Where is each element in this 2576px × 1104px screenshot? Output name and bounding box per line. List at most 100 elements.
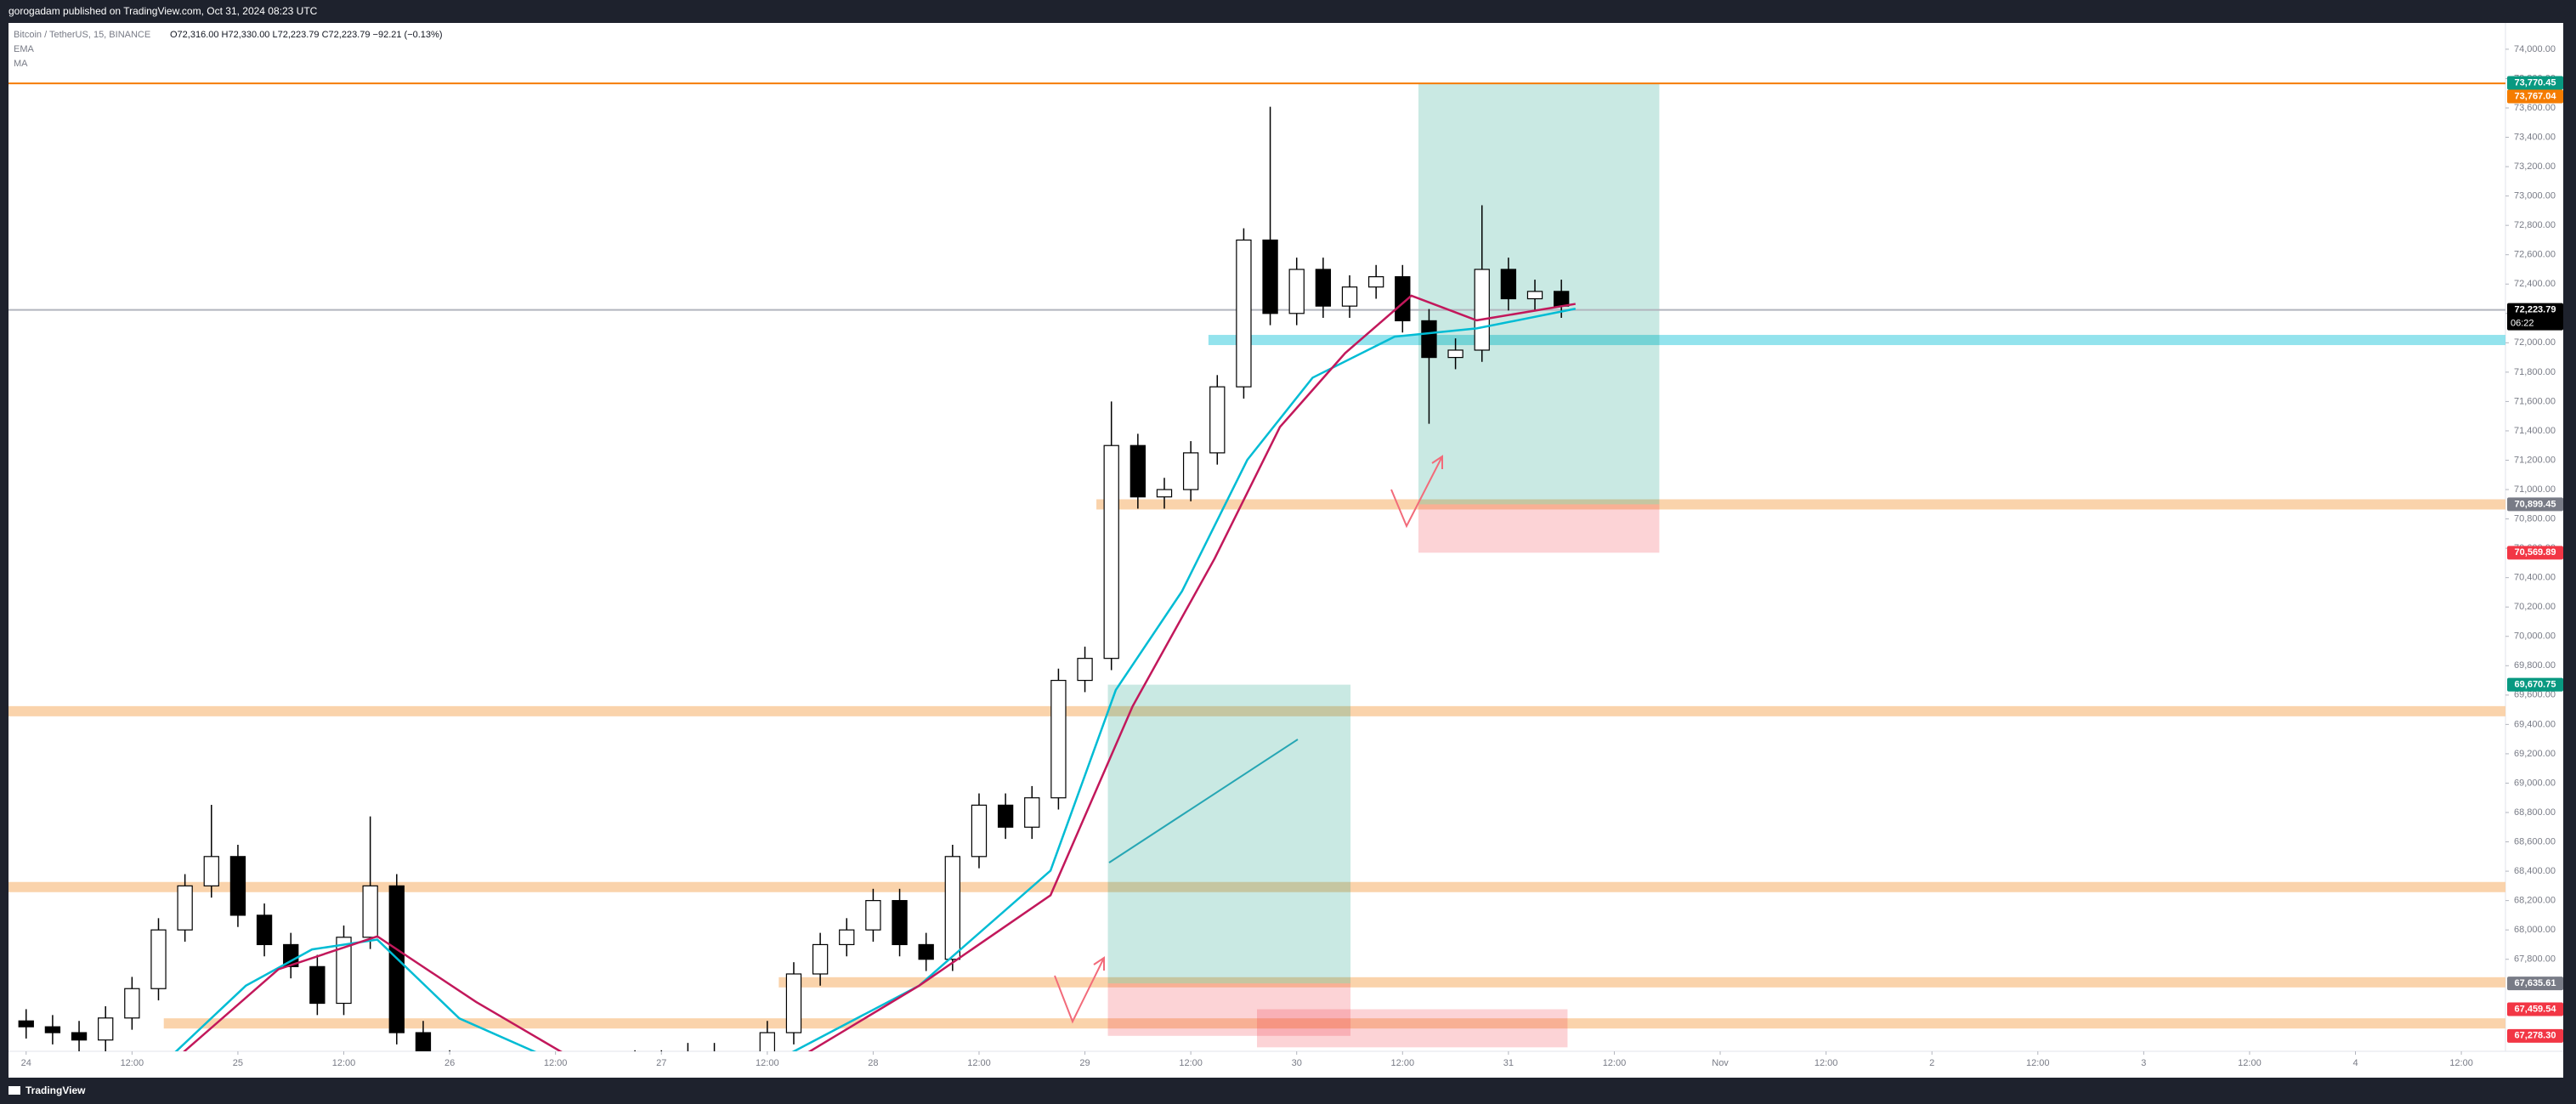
x-tick-label: Nov [1712,1058,1729,1068]
position-target [1107,684,1351,984]
x-tick-label: 4 [2352,1058,2358,1068]
x-tick-label: 3 [2141,1058,2146,1068]
candle-body [1103,444,1119,660]
candle-body [1129,444,1146,498]
price-label: 72,223.79 [2515,305,2556,315]
candle-body [812,943,829,975]
candle-body [203,856,219,886]
candle-body [309,965,326,1005]
arrow-head [1431,455,1443,469]
price-label: 70,899.45 [2515,499,2556,509]
x-tick-label: 27 [656,1058,666,1068]
hand-arrow [1054,957,1105,1024]
price-label: 67,278.30 [2515,1031,2556,1041]
price-label-box [2507,677,2563,692]
x-tick-label: 12:00 [544,1058,568,1068]
position-stop [1257,1009,1568,1048]
ohlc: O72,316.00 H72,330.00 L72,223.79 C72,223… [170,30,442,40]
candle-body [1500,269,1517,300]
plot-background [8,23,2563,1078]
price-label: 67,635.61 [2515,978,2556,988]
y-tick-label: 74,000.00 [2514,44,2556,54]
legend: Bitcoin / TetherUS, 15, BINANCE O72,316.… [14,30,442,69]
y-tick-label: 68,200.00 [2514,896,2556,906]
y-tick-label: 73,600.00 [2514,103,2556,113]
candle-body [1050,679,1067,799]
zone [8,881,2505,892]
position-stop [1107,983,1351,1036]
axes: 67,800.00 68,000.00 68,200.00 68,400.00 68,6… [21,44,2556,1068]
candle-body [1024,797,1040,828]
candle-body [759,1032,775,1051]
y-tick-label: 69,200.00 [2514,749,2556,759]
y-tick-label: 68,600.00 [2514,836,2556,846]
position-stop [1418,504,1660,553]
candle-body [415,1032,432,1051]
candle-body [839,929,855,946]
y-tick-label: 71,200.00 [2514,455,2556,465]
legend-entry: EMA [14,44,35,54]
y-tick-label: 69,000.00 [2514,778,2556,788]
candle-body [124,988,140,1019]
y-tick-label: 72,600.00 [2514,250,2556,260]
x-tick-label: 12:00 [121,1058,144,1068]
candle-body [1421,320,1437,359]
candle-body [362,885,378,938]
x-tick-label: 12:00 [332,1058,356,1068]
y-tick-label: 67,800.00 [2514,954,2556,965]
trend-line [1108,739,1299,863]
x-tick-label: 12:00 [2026,1058,2050,1068]
candle-body [971,804,988,858]
indicator-line [174,308,1577,1051]
candle-body [1447,349,1464,359]
y-tick-label: 68,000.00 [2514,925,2556,935]
drawings [1054,455,1443,1024]
candle-body [256,914,273,946]
y-tick-label: 69,600.00 [2514,690,2556,700]
zone [1096,499,2505,510]
price-label-box [2507,497,2563,512]
legend-entry: MA [14,59,28,69]
x-tick-label: 26 [444,1058,455,1068]
candle-body [177,885,193,931]
price-label-box [2507,89,2563,104]
x-tick-label: 31 [1503,1058,1514,1068]
price-label: 73,767.04 [2515,91,2557,101]
candle-body [1526,291,1543,300]
price-labels: 73,770.45 73,767.04 72,223.79 06:22 70,899.4… [2507,76,2563,1043]
brand-logo [8,1086,20,1095]
y-tick-label: 73,400.00 [2514,132,2556,142]
x-tick-label: 29 [1079,1058,1090,1068]
x-tick-label: 24 [21,1058,31,1068]
candle-body [1182,452,1199,490]
y-tick-label: 72,400.00 [2514,279,2556,289]
y-tick-label: 69,800.00 [2514,660,2556,671]
candle-body [1209,386,1226,454]
y-tick-label: 68,800.00 [2514,807,2556,818]
x-tick-label: 12:00 [756,1058,779,1068]
countdown: 06:22 [2511,319,2534,329]
candle-body [944,856,960,960]
x-tick-label: 12:00 [1391,1058,1415,1068]
zone [778,977,2505,988]
y-tick-label: 72,800.00 [2514,220,2556,230]
y-tick-label: 71,800.00 [2514,367,2556,377]
candle-body [997,804,1014,828]
y-tick-label: 73,000.00 [2514,191,2556,201]
candle-body [785,973,802,1033]
candle-body [892,900,908,946]
indicator-line [183,294,1576,1051]
y-tick-label: 68,400.00 [2514,866,2556,876]
price-label: 73,770.45 [2515,77,2556,88]
price-label: 67,459.54 [2515,1004,2557,1014]
arrow-head [1093,956,1105,971]
candle-body [336,937,352,1005]
x-tick-label: 12:00 [967,1058,991,1068]
zone [8,705,2505,716]
x-tick-label: 28 [868,1058,878,1068]
candle-body [1315,269,1332,307]
candle-body [44,1026,61,1033]
candle-body [1554,291,1570,307]
